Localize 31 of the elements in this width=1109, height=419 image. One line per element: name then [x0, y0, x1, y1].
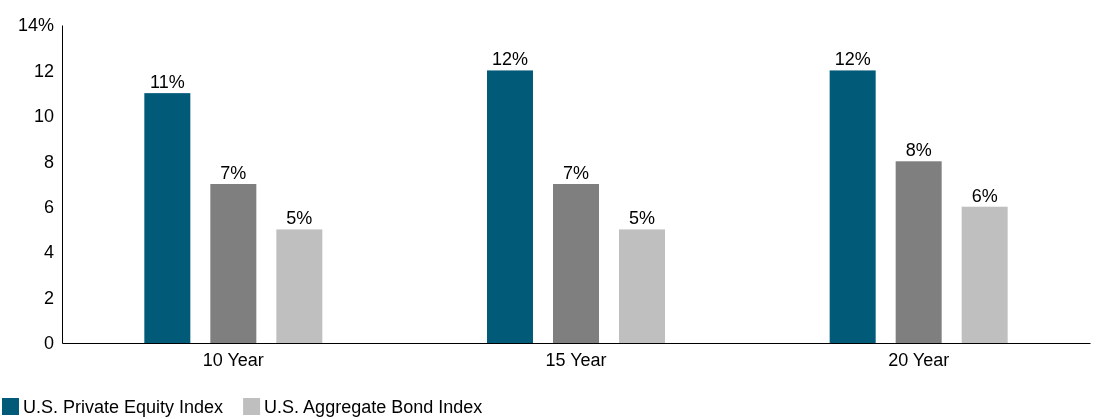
- data-label: 12%: [834, 49, 871, 70]
- bar: [961, 206, 1008, 343]
- data-label: 11%: [149, 72, 185, 93]
- y-tick-label: 10: [33, 106, 54, 127]
- legend-label: U.S. Private Equity Index: [23, 397, 224, 417]
- bar: [276, 229, 323, 343]
- y-tick-label: 2: [43, 287, 54, 308]
- data-label: 5%: [286, 208, 313, 229]
- bar: [553, 184, 599, 343]
- bar: [829, 70, 876, 343]
- data-label: 7%: [220, 163, 247, 183]
- data-label: 7%: [562, 163, 590, 183]
- y-tick-label: 14%: [17, 15, 54, 36]
- x-tick-label: 10 Year: [202, 349, 264, 370]
- bar: [619, 229, 665, 343]
- y-tick-label: 4: [43, 242, 54, 263]
- data-label: 5%: [628, 208, 656, 229]
- bar: [487, 70, 533, 343]
- data-label: 8%: [905, 140, 932, 161]
- legend-label: U.S. Aggregate Bond Index: [264, 397, 483, 417]
- y-tick-label: 0: [43, 333, 54, 354]
- bar: [210, 184, 257, 343]
- data-label: 12%: [491, 49, 529, 70]
- y-tick-label: 6: [43, 196, 54, 217]
- data-label: 6%: [971, 185, 998, 206]
- y-tick-label: 12: [33, 60, 54, 81]
- x-tick-label: 15 Year: [545, 349, 607, 370]
- x-tick-label: 20 Year: [888, 349, 950, 370]
- y-tick-label: 8: [43, 151, 54, 172]
- bar: [895, 161, 942, 343]
- bar: [144, 93, 191, 343]
